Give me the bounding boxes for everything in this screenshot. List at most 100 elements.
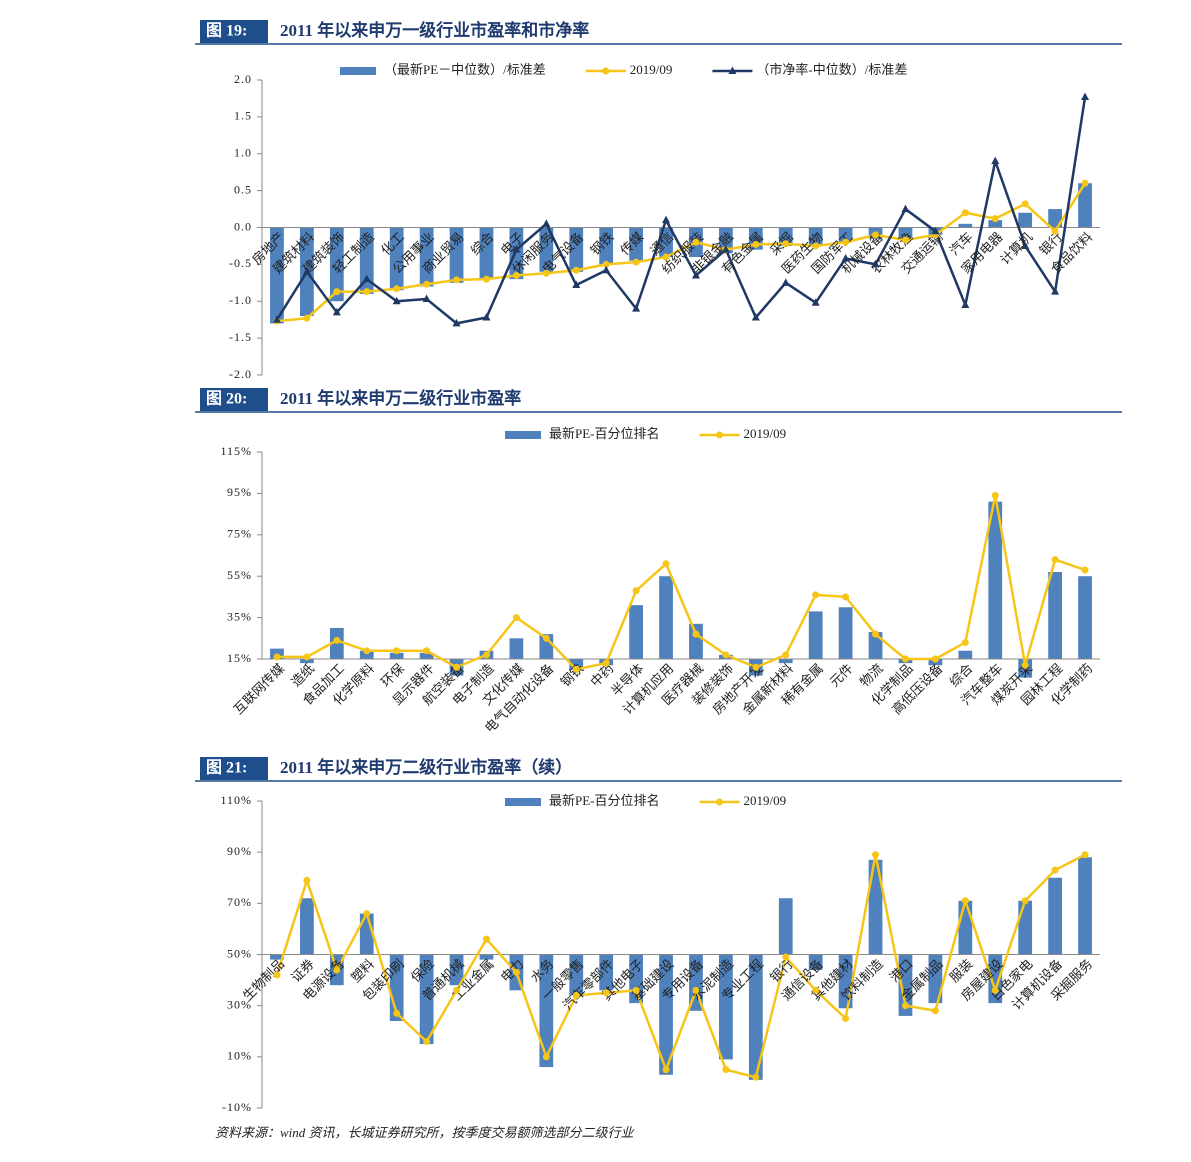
bar <box>778 227 793 246</box>
bar <box>449 227 464 283</box>
bar <box>659 227 673 257</box>
bar <box>539 954 554 1068</box>
line-marker <box>423 647 431 655</box>
bar <box>928 954 943 1004</box>
bar <box>868 859 883 955</box>
line-marker <box>422 294 431 303</box>
line-marker <box>662 253 670 261</box>
line-marker <box>1051 287 1060 295</box>
bar <box>359 227 374 294</box>
bar <box>419 227 434 287</box>
line-marker <box>273 653 281 661</box>
bar <box>958 650 973 659</box>
line-marker <box>392 296 401 305</box>
line-marker <box>991 215 999 223</box>
bar <box>509 227 524 280</box>
bar <box>629 605 643 659</box>
line-marker <box>812 591 820 599</box>
line-marker <box>512 271 520 279</box>
header-label-box <box>200 757 268 780</box>
line-marker <box>632 587 640 595</box>
line-marker <box>423 1037 431 1045</box>
line-marker <box>273 971 281 979</box>
line-marker <box>781 278 790 286</box>
x-tick-label: 互联网传媒 <box>231 661 288 718</box>
line-marker <box>482 275 490 283</box>
line-marker <box>572 266 580 274</box>
y-tick-label: 55% <box>227 568 252 582</box>
bar <box>270 227 284 324</box>
bar <box>479 227 494 280</box>
line-marker <box>961 209 969 217</box>
line-marker <box>423 280 431 288</box>
figure-label: 图 19: <box>206 22 247 40</box>
bar <box>509 638 524 659</box>
legend-marker <box>728 66 737 74</box>
line-marker <box>453 986 461 994</box>
line-marker <box>303 314 311 322</box>
bar <box>808 954 823 970</box>
line-marker <box>752 1073 760 1081</box>
line-marker <box>722 1066 730 1074</box>
line-marker <box>931 655 939 663</box>
line-marker <box>812 986 820 994</box>
bar <box>898 227 913 239</box>
bar <box>300 659 314 664</box>
line-marker <box>393 1009 401 1017</box>
bar <box>898 954 913 1016</box>
line-marker <box>602 659 610 667</box>
line-marker <box>482 651 490 659</box>
line-marker <box>333 288 341 296</box>
line-marker <box>751 312 760 321</box>
y-tick-label: 90% <box>227 844 252 858</box>
line-marker <box>482 312 491 321</box>
chart: 图 21: 2011 年以来申万二级行业市盈率（续） 110% 90% 70% 50% 30… <box>195 757 1122 1114</box>
y-tick-label: 2.0 <box>234 72 252 86</box>
line-marker <box>842 238 850 246</box>
bar <box>868 632 883 659</box>
line-marker <box>453 663 461 671</box>
y-tick-label: 15% <box>227 651 252 665</box>
legend-label: （最新PE－中位数）/标准差 <box>384 62 546 77</box>
bar <box>808 611 823 659</box>
bar <box>988 220 1003 228</box>
line-marker <box>602 265 611 274</box>
line-marker <box>512 245 521 253</box>
line <box>276 494 1086 671</box>
chart-title: 2011 年以来申万一级行业市盈率和市净率 <box>280 20 589 40</box>
y-tick-label: 95% <box>227 485 252 499</box>
bar <box>719 954 733 1060</box>
line-marker <box>1081 92 1090 100</box>
line-marker <box>632 258 640 266</box>
legend-marker <box>602 67 610 75</box>
line-marker <box>871 259 880 268</box>
line-marker <box>363 288 371 296</box>
bar <box>599 227 614 265</box>
line-marker <box>872 851 880 859</box>
bar <box>329 227 344 302</box>
line-marker <box>572 665 580 673</box>
y-tick-label: 50% <box>227 946 252 960</box>
line-marker <box>482 935 490 943</box>
line-marker <box>991 491 999 499</box>
legend-label: 最新PE-百分位排名 <box>549 426 660 441</box>
line-marker <box>811 298 820 306</box>
line-marker <box>1051 866 1059 874</box>
bar <box>1018 900 1033 955</box>
line-marker <box>991 156 1000 165</box>
line-marker <box>961 300 970 308</box>
line-marker <box>931 1007 939 1015</box>
line-marker <box>1081 179 1089 187</box>
line-marker <box>303 653 311 661</box>
bar <box>988 501 1003 659</box>
bar <box>629 227 643 261</box>
figure-label: 图 21: <box>206 759 247 777</box>
line-marker <box>752 240 760 248</box>
line-marker <box>662 560 670 568</box>
line <box>275 96 1087 325</box>
bar <box>1078 183 1092 228</box>
legend-swatch <box>340 67 376 75</box>
header-label-box <box>200 20 268 43</box>
line-marker <box>752 663 760 671</box>
y-tick-label: -1.0 <box>229 293 252 307</box>
